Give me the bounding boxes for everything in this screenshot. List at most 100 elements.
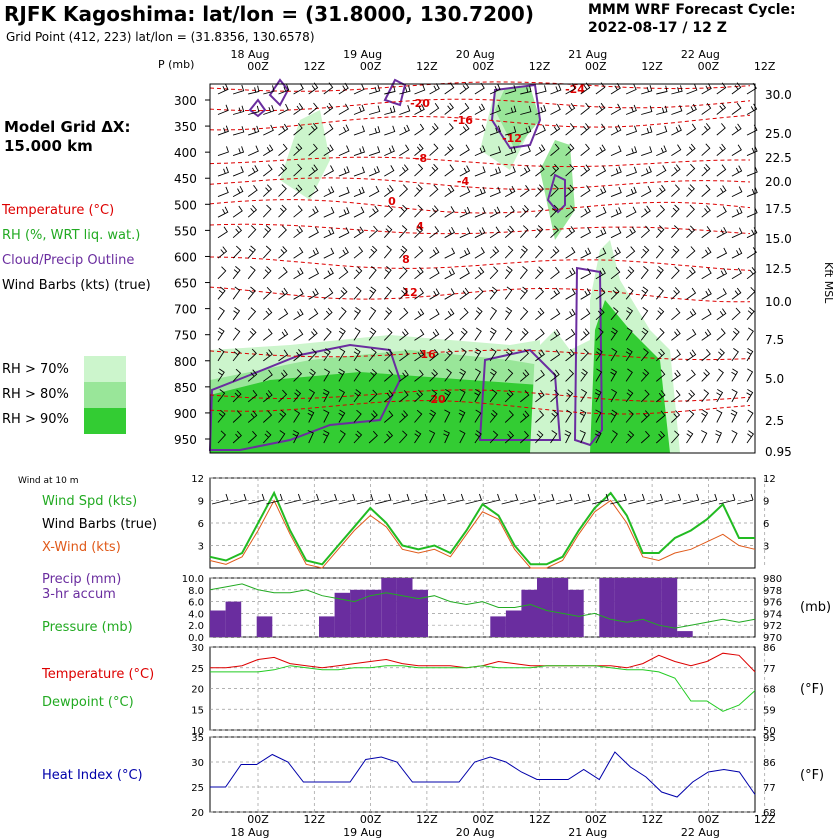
wind-barb bbox=[474, 186, 486, 198]
wind-barb bbox=[640, 205, 651, 218]
wind-barb bbox=[458, 409, 466, 423]
wind-barb bbox=[248, 125, 260, 136]
wind-barb bbox=[489, 327, 497, 341]
surface-wind-barb bbox=[537, 493, 555, 505]
wind-ytick-2: 9 bbox=[198, 497, 204, 508]
wind-barb bbox=[459, 144, 470, 156]
temperature-contour-9 bbox=[209, 349, 751, 361]
temperature-contour-5 bbox=[209, 199, 751, 214]
wind-barb bbox=[474, 267, 485, 280]
wind-barb bbox=[716, 288, 727, 300]
legend-temperature: Temperature (°C) bbox=[2, 203, 115, 218]
wind-barb bbox=[414, 163, 424, 177]
precip-ytick-0: 0.0 bbox=[188, 633, 204, 644]
wind-barb bbox=[640, 307, 649, 321]
wind-barb bbox=[535, 105, 547, 115]
surface-wind-barb bbox=[628, 493, 645, 505]
wind-barb bbox=[263, 85, 275, 95]
wind-barb bbox=[565, 226, 576, 239]
wind-barb bbox=[293, 267, 304, 280]
wind-barb bbox=[625, 286, 634, 300]
heat-frame bbox=[209, 736, 756, 813]
x-wind-line bbox=[209, 499, 756, 569]
surface-wind-barb bbox=[646, 493, 663, 505]
bottom-day-label-0: 18 Aug bbox=[231, 826, 270, 839]
wind-barb bbox=[489, 246, 500, 259]
wind-barb bbox=[489, 206, 501, 218]
wind-barb bbox=[504, 389, 514, 403]
wind-barb bbox=[293, 328, 304, 341]
wind-barb bbox=[323, 227, 335, 239]
wind-barb bbox=[368, 307, 377, 321]
wind-barb bbox=[625, 206, 637, 218]
wind-barb bbox=[429, 308, 440, 321]
wind-barb bbox=[383, 430, 394, 444]
wind-barb bbox=[353, 166, 365, 177]
wind-barb bbox=[715, 430, 722, 444]
precip-label: Precip (mm) bbox=[42, 572, 122, 587]
wind-barb bbox=[640, 410, 650, 423]
wind-barb bbox=[686, 389, 696, 403]
wind-barb bbox=[262, 204, 272, 218]
wind-barb bbox=[671, 245, 680, 259]
kft-tick-9: 5.0 bbox=[765, 372, 784, 386]
precip-rtick-0: 970 bbox=[763, 633, 782, 644]
wind-barb bbox=[459, 287, 470, 300]
wind-barb bbox=[338, 227, 350, 239]
precip-bar-0 bbox=[210, 610, 226, 638]
cloud-outline-3 bbox=[490, 83, 542, 150]
wind-barb bbox=[338, 430, 346, 444]
wind-barb bbox=[595, 287, 606, 300]
pressure-tick-300: 300 bbox=[174, 94, 197, 108]
wind-barb bbox=[414, 369, 424, 382]
wind-barb bbox=[384, 185, 394, 197]
wind-barb bbox=[444, 328, 454, 341]
bottom-day-label-2: 20 Aug bbox=[456, 826, 495, 839]
wind-barb bbox=[671, 328, 681, 341]
wind-barb bbox=[550, 266, 560, 280]
wind-barb bbox=[580, 226, 592, 239]
wind-barb bbox=[625, 430, 635, 444]
wind-barb bbox=[655, 286, 664, 300]
wind-barb bbox=[520, 85, 532, 95]
wind-barb bbox=[505, 84, 517, 95]
wind-barb bbox=[459, 165, 471, 177]
wind-barb bbox=[338, 409, 346, 423]
kft-tick-0: 30.0 bbox=[765, 88, 792, 102]
wind-barb bbox=[489, 409, 498, 423]
wind-barb bbox=[640, 266, 649, 280]
wind-barb bbox=[746, 327, 754, 341]
temperature-label-0: -24 bbox=[565, 83, 585, 96]
wind-barb bbox=[686, 246, 696, 259]
wind-barb bbox=[338, 124, 350, 136]
temperature-label-3: -12 bbox=[502, 132, 522, 145]
top-hour-label-6: 00Z bbox=[585, 60, 607, 73]
wind-barb bbox=[641, 84, 653, 95]
wind-barb bbox=[429, 184, 439, 197]
wind-barb bbox=[323, 165, 335, 177]
wind-barb bbox=[671, 104, 683, 115]
precip-rtick-1: 972 bbox=[763, 621, 782, 632]
wind-barb bbox=[399, 410, 409, 423]
wind-barb bbox=[247, 225, 257, 239]
wind-barb bbox=[519, 430, 530, 444]
precip-bar-8 bbox=[334, 592, 351, 638]
top-day-label-3: 21 Aug bbox=[568, 48, 607, 61]
wind-barb bbox=[384, 85, 396, 95]
wind-barb bbox=[459, 327, 468, 341]
wind-barb bbox=[338, 307, 347, 321]
wind-barb bbox=[746, 430, 755, 444]
wind-barb bbox=[641, 105, 653, 115]
wind-barb bbox=[323, 307, 333, 321]
wind-barb bbox=[293, 205, 303, 218]
wind-barb bbox=[640, 185, 652, 197]
wind-barb bbox=[232, 307, 241, 321]
wind-barb bbox=[444, 389, 452, 403]
precip-bar-27 bbox=[630, 578, 646, 637]
surface-wind-barb bbox=[555, 493, 573, 505]
wind-barb bbox=[429, 103, 440, 115]
precip-ytick-2: 4.0 bbox=[188, 609, 204, 620]
wind-barb bbox=[217, 125, 229, 136]
wind-barb bbox=[399, 349, 409, 362]
wind-barb bbox=[263, 369, 273, 382]
